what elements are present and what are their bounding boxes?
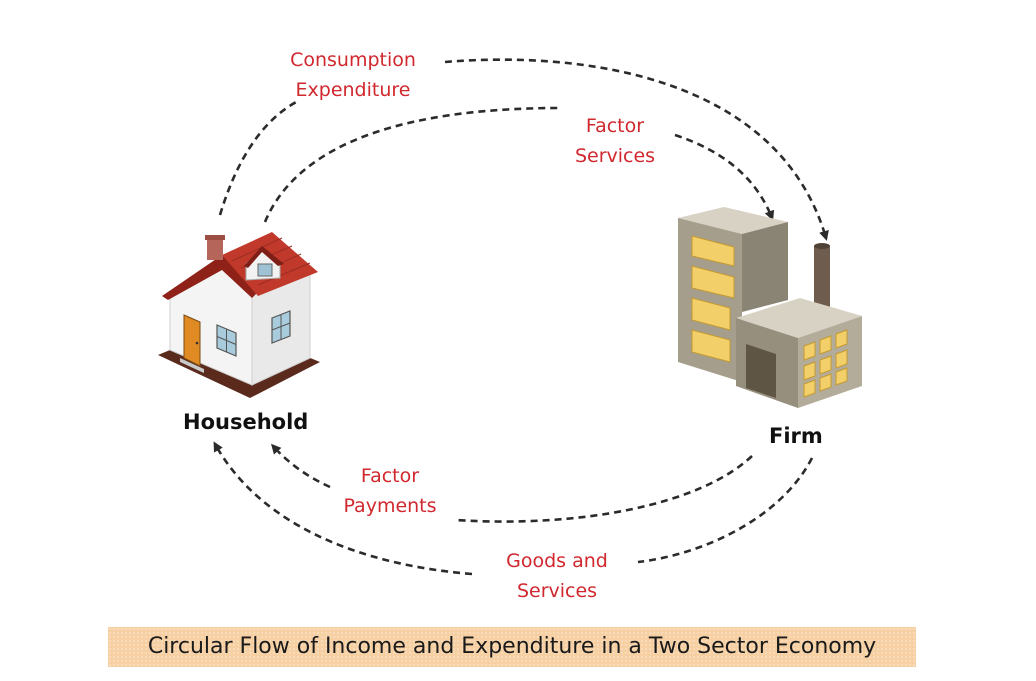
factor-payments-line-1: Factor [360, 465, 420, 487]
factor-payments-arrow [454, 455, 753, 523]
consumption-expenditure-arrow-head [444, 58, 829, 241]
consumption-expenditure-arrow [218, 98, 301, 216]
goods-and-services-arrow [637, 457, 814, 564]
factor-services-arrow [263, 106, 561, 223]
factor-services-line-1: Factor [585, 115, 645, 137]
factor-services-label: Factor Services [555, 111, 675, 171]
factor-services-line-2: Services [574, 145, 656, 167]
goods-and-services-line-2: Services [516, 580, 598, 602]
factor-services-arrow-head [674, 133, 775, 221]
diagram-caption: Circular Flow of Income and Expenditure … [108, 627, 916, 667]
goods-and-services-line-1: Goods and [506, 550, 608, 572]
factor-payments-line-2: Payments [343, 495, 437, 517]
consumption-expenditure-label: Consumption Expenditure [278, 45, 428, 105]
goods-and-services-label: Goods and Services [492, 546, 622, 606]
goods-and-services-arrow-head [213, 441, 473, 576]
consumption-expenditure-line-2: Expenditure [295, 79, 411, 101]
factor-payments-arrow-head [270, 443, 331, 489]
consumption-expenditure-line-1: Consumption [290, 49, 416, 71]
firm-label: Firm [769, 424, 823, 448]
factory-icon [678, 207, 862, 408]
factor-payments-label: Factor Payments [330, 461, 450, 521]
household-label: Household [183, 410, 309, 434]
house-icon [158, 232, 320, 398]
